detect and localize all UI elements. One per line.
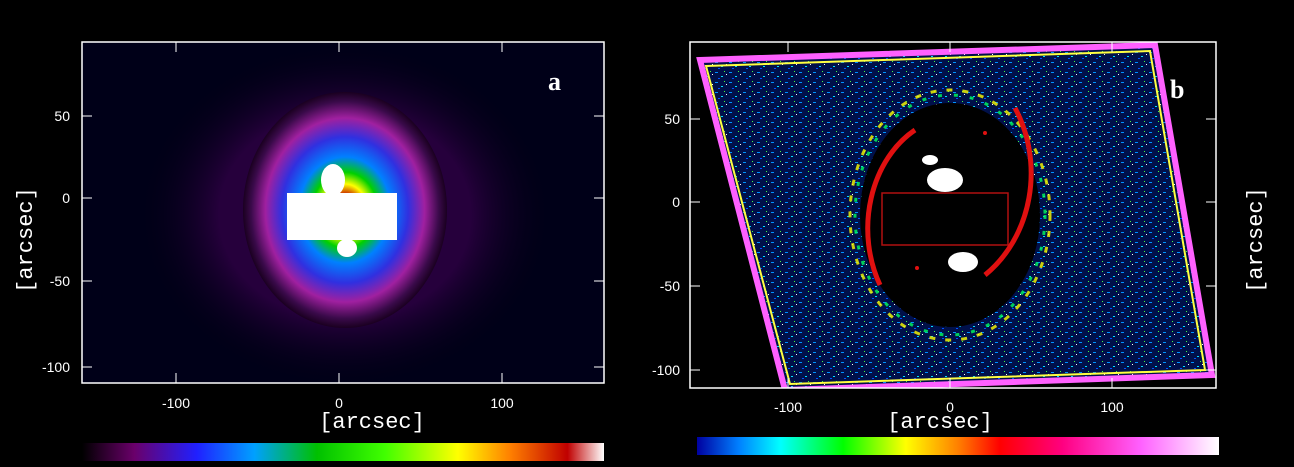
panel-b-frame (689, 41, 1217, 389)
panel-b-blob-upper-small (922, 155, 938, 165)
panel-a-ytick-3: -100 (42, 359, 70, 375)
panel-a-xtick-1: 0 (335, 395, 343, 411)
panel-a-ylabel: [arcsec] (14, 187, 39, 293)
colorbar-a (82, 443, 604, 461)
panel-a-xtick-0: -100 (162, 395, 190, 411)
panel-b-dot-2 (915, 266, 919, 270)
panel-a-xtick-2: 100 (490, 395, 514, 411)
panel-a-ytick-2: -50 (50, 273, 70, 289)
panel-a-ytick-1: 0 (62, 190, 70, 206)
colorbar-b (697, 437, 1219, 455)
panel-b-ticks (690, 42, 1216, 388)
panel-b-edge-outer (696, 42, 1216, 388)
panel-b-xtick-0: -100 (774, 399, 802, 415)
panel-b-image (696, 42, 1216, 388)
panel-a: a -100 0 100 50 0 -50 -100 [arcsec] [arc… (14, 41, 605, 461)
panel-b-xtick-2: 100 (1100, 399, 1124, 415)
panel-b-shell-yellow (848, 88, 1052, 342)
panel-b-ytick-1: 0 (672, 194, 680, 210)
panel-b-ylabel: [arcsec] (1244, 187, 1269, 293)
panel-b-ytick-2: -50 (660, 278, 680, 294)
panel-b-blob-upper (927, 168, 963, 192)
panel-b-mask-rect (881, 192, 1009, 246)
panel-a-ytick-0: 50 (54, 108, 70, 124)
panel-b-xlabel: [arcsec] (887, 410, 993, 435)
panel-a-mask-rect (287, 193, 397, 240)
panel-b-blob-lower (948, 252, 978, 272)
panel-b-arc-right (983, 106, 1034, 277)
panel-a-ticks (82, 42, 604, 383)
panel-a-xlabel: [arcsec] (319, 410, 425, 435)
panel-a-image (135, 42, 555, 383)
panel-b-dot-1 (983, 131, 987, 135)
panel-b-shell-green (853, 93, 1047, 337)
panel-a-letter: a (548, 67, 561, 96)
panel-b-ytick-0: 50 (664, 111, 680, 127)
panel-b-arc-left (865, 127, 917, 287)
panel-b-ytick-3: -100 (652, 362, 680, 378)
panel-b-edge-inner (704, 49, 1207, 386)
panel-b-letter: b (1170, 75, 1184, 104)
panel-b: b -100 0 100 50 0 -50 -100 [arcsec] [arc… (652, 41, 1269, 455)
panel-b-xtick-1: 0 (946, 399, 954, 415)
panel-a-frame (81, 41, 605, 384)
